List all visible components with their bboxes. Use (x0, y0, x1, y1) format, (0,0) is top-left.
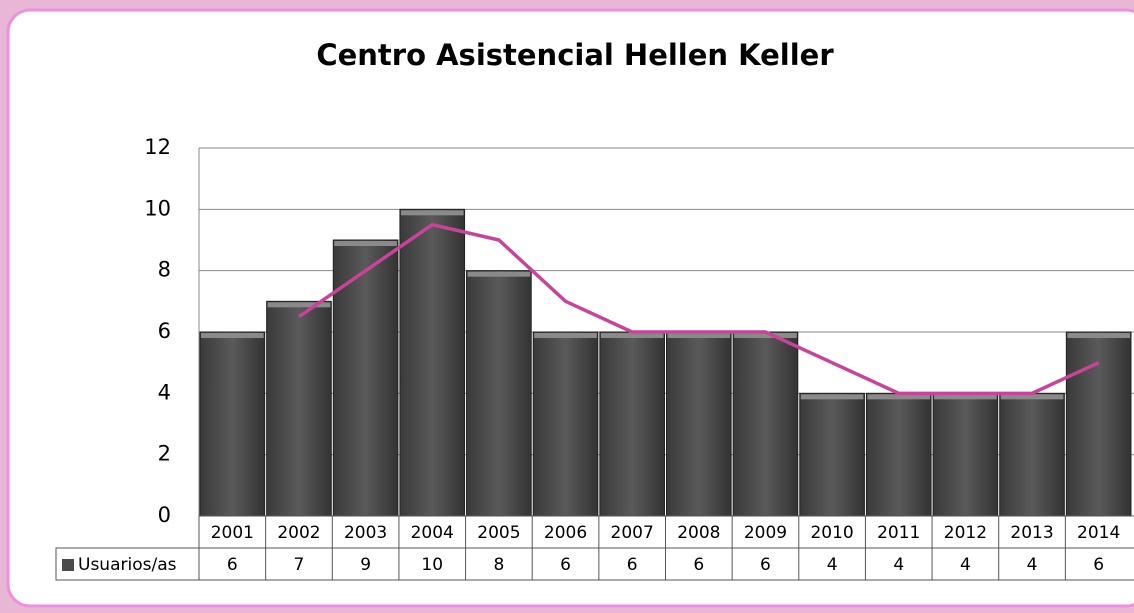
table-value: 9 (360, 555, 371, 575)
bar-bevel (667, 333, 731, 338)
x-tick-label: 2014 (1077, 523, 1120, 543)
y-tick-label: 4 (158, 380, 171, 404)
table-value: 6 (693, 555, 704, 575)
x-tick-label: 2007 (611, 523, 654, 543)
x-tick-label: 2011 (877, 523, 920, 543)
bar (466, 270, 532, 517)
bar-bevel (267, 302, 331, 308)
y-tick-label: 0 (158, 503, 171, 527)
trend-line (297, 222, 1100, 396)
bar (266, 300, 332, 517)
x-tick-label: 2001 (211, 523, 254, 543)
legend-swatch (62, 559, 74, 571)
bar-bevel (867, 394, 931, 400)
legend-label: Usuarios/as (78, 555, 177, 575)
y-tick-label: 8 (158, 258, 171, 282)
table-value: 8 (493, 555, 504, 575)
table-value: 4 (960, 555, 971, 575)
x-tick-label: 2003 (344, 523, 387, 543)
x-tick-label: 2008 (677, 523, 720, 543)
table-value: 4 (827, 555, 838, 575)
table-value: 6 (560, 555, 571, 575)
table-value: 6 (627, 555, 638, 575)
table-value: 10 (421, 555, 443, 575)
bar-bevel (800, 394, 864, 400)
x-tick-label: 2002 (277, 523, 320, 543)
bar-bevel (1067, 333, 1130, 338)
bar (532, 331, 599, 517)
bar (399, 208, 466, 517)
x-tick-label: 2005 (477, 523, 520, 543)
table-value: 6 (1093, 555, 1104, 575)
bar (865, 392, 932, 517)
bar-bevel (400, 210, 464, 216)
y-tick-label: 12 (144, 135, 171, 159)
x-tick-label: 2006 (544, 523, 587, 543)
y-tick-label: 2 (158, 442, 171, 466)
table-value: 4 (1027, 555, 1038, 575)
x-tick-label: 2013 (1010, 523, 1053, 543)
chart-title: Centro Asistencial Hellen Keller (316, 38, 834, 72)
table-value: 7 (294, 555, 305, 575)
bar (666, 331, 732, 517)
bar (199, 331, 266, 517)
y-tick-label: 6 (158, 319, 171, 343)
bar (1065, 331, 1132, 517)
bar (932, 392, 999, 517)
x-tick-label: 2010 (810, 523, 853, 543)
table-value: 4 (893, 555, 904, 575)
y-tick-label: 10 (144, 196, 171, 220)
bar (732, 331, 799, 517)
bar (332, 239, 399, 517)
bar-bevel (201, 333, 264, 338)
x-tick-label: 2012 (944, 523, 987, 543)
table-value: 6 (227, 555, 238, 575)
bar-bevel (600, 333, 664, 338)
bar (999, 392, 1065, 517)
table-value: 6 (760, 555, 771, 575)
bar-bevel (934, 394, 997, 400)
card (6, 8, 1134, 608)
bar (599, 331, 665, 517)
x-tick-label: 2004 (411, 523, 454, 543)
bar-bevel (734, 333, 797, 338)
bar-bevel (534, 333, 597, 338)
bar-bevel (334, 241, 397, 246)
x-tick-label: 2009 (744, 523, 787, 543)
bar-bevel (1000, 394, 1064, 400)
bar-bevel (467, 271, 531, 277)
bar (799, 392, 865, 517)
